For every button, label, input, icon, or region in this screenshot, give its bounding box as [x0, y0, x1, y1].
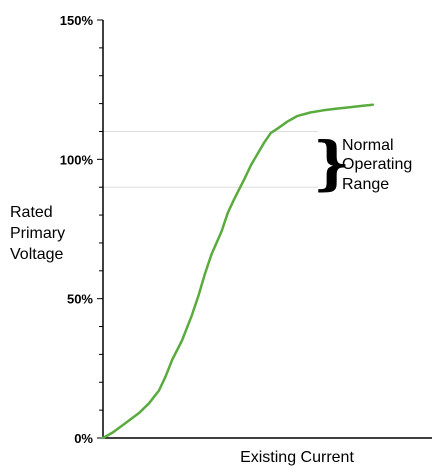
y-tick-label: 50% [67, 292, 93, 307]
y-axis-label-line-2: Primary [10, 225, 65, 242]
annotation-line-1: Normal [342, 137, 394, 154]
y-tick-label: 100% [60, 152, 94, 167]
y-minor-ticks [97, 19, 103, 439]
y-tick-label: 0% [74, 431, 93, 446]
x-axis-label: Existing Current [240, 449, 354, 466]
y-axis-label-line-1: Rated [10, 204, 53, 221]
y-axis-label-line-3: Voltage [10, 246, 63, 263]
series-line-0 [101, 103, 375, 440]
series-group [101, 103, 375, 440]
normal-operating-range-annotation: } Normal Operating Range [313, 129, 412, 197]
y-tick-labels: 0% 50% 100% 150% [60, 13, 94, 446]
y-axis-label: Rated Primary Voltage [10, 204, 65, 263]
reference-lines [103, 130, 318, 188]
range-brace: } [313, 129, 350, 197]
annotation-line-3: Range [342, 176, 389, 193]
y-tick-label: 150% [60, 13, 94, 28]
annotation-line-2: Operating [342, 156, 412, 173]
axes: 0% 50% 100% 150% [60, 13, 432, 446]
